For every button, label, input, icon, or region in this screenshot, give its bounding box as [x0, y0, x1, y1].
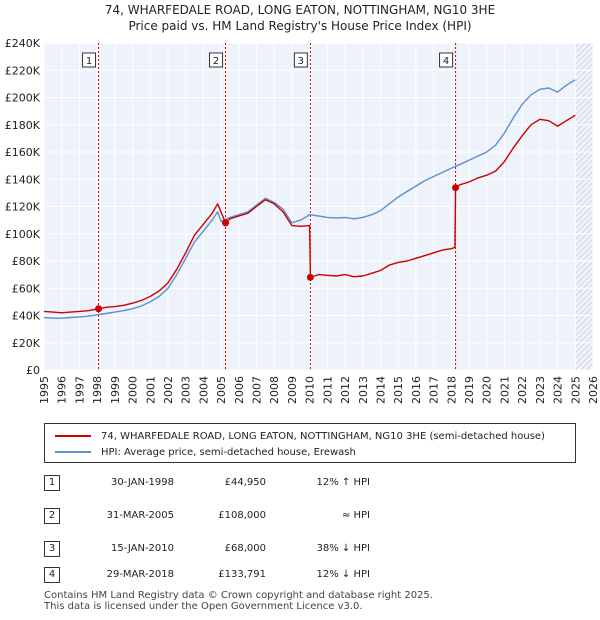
transaction-point	[306, 273, 314, 281]
x-tick-label: 2021	[498, 376, 511, 404]
transaction-point	[222, 219, 230, 227]
x-tick-label: 2004	[197, 376, 210, 404]
y-tick-label: £0	[26, 364, 40, 377]
x-tick-label: 2018	[445, 376, 458, 404]
legend-item-property: 74, WHARFEDALE ROAD, LONG EATON, NOTTING…	[55, 428, 545, 444]
y-tick-label: £220K	[5, 64, 41, 77]
x-tick-label: 2015	[392, 376, 405, 404]
x-tick-label: 2009	[286, 376, 299, 404]
footer-licence: This data is licensed under the Open Gov…	[44, 601, 363, 612]
price-chart: £0 £20K £40K £60K £80K £100K £120K £140K £160K £1…	[5, 37, 600, 404]
transaction-label-box	[82, 52, 97, 68]
transaction-label: 4	[443, 56, 449, 67]
x-tick-label: 2006	[233, 376, 246, 404]
chart-title-line2: Price paid vs. HM Land Registry's House …	[128, 19, 472, 33]
x-tick-label: 1997	[73, 376, 86, 404]
x-tick-label: 2017	[428, 376, 441, 404]
footer: Contains HM Land Registry data © Crown c…	[44, 590, 433, 612]
y-tick-label: £180K	[5, 119, 41, 132]
x-tick-label: 2012	[339, 376, 352, 404]
x-tick-label: 2014	[374, 376, 387, 404]
x-tick-label: 2020	[481, 376, 494, 404]
x-tick-label: 2023	[534, 376, 547, 404]
x-tick-label: 2008	[268, 376, 281, 404]
transaction-row: 1 30-JAN-1998 £44,950 12% ↑ HPI	[44, 475, 584, 493]
y-tick-label: £60K	[12, 282, 41, 295]
transaction-date: 15-JAN-2010	[110, 543, 174, 554]
transaction-label: 1	[86, 56, 92, 67]
x-tick-label: 2019	[463, 376, 476, 404]
transaction-label-box	[439, 52, 454, 68]
transaction-point	[452, 184, 460, 192]
x-tick-label: 2025	[569, 376, 582, 404]
transaction-date: 31-MAR-2005	[106, 510, 174, 521]
transaction-label: 3	[298, 56, 304, 67]
legend-line-hpi	[55, 451, 91, 453]
x-tick-label: 2024	[552, 376, 565, 404]
footer-copyright: Contains HM Land Registry data © Crown c…	[44, 590, 433, 601]
x-tick-label: 2013	[357, 376, 370, 404]
transaction-number: 4	[44, 567, 60, 583]
transaction-point	[95, 305, 103, 313]
transaction-label: 2	[213, 56, 219, 67]
transaction-price: £108,000	[218, 510, 266, 521]
y-tick-label: £140K	[5, 173, 41, 186]
transaction-date: 29-MAR-2018	[106, 569, 174, 580]
transaction-number: 3	[44, 541, 60, 557]
x-tick-label: 2001	[144, 376, 157, 404]
x-tick-label: 1996	[56, 376, 69, 404]
transaction-price: £44,950	[224, 477, 266, 488]
legend: 74, WHARFEDALE ROAD, LONG EATON, NOTTING…	[44, 423, 576, 463]
y-tick-label: £40K	[12, 310, 41, 323]
x-tick-label: 2026	[587, 376, 600, 404]
y-tick-label: £100K	[5, 228, 41, 241]
transaction-row: 4 29-MAR-2018 £133,791 12% ↓ HPI	[44, 567, 584, 585]
transaction-price: £133,791	[218, 569, 266, 580]
transaction-number: 1	[44, 475, 60, 491]
transaction-hpi: ≈ HPI	[341, 510, 370, 521]
legend-item-hpi: HPI: Average price, semi-detached house,…	[55, 444, 356, 460]
legend-line-property	[55, 435, 91, 437]
x-tick-label: 2011	[321, 376, 334, 404]
x-tick-label: 2002	[162, 376, 175, 404]
y-tick-label: £200K	[5, 92, 41, 105]
y-tick-label: £240K	[5, 37, 41, 50]
x-tick-label: 2007	[251, 376, 264, 404]
transaction-hpi: 38% ↓ HPI	[316, 543, 370, 554]
x-tick-label: 1995	[38, 376, 51, 404]
x-tick-label: 2022	[516, 376, 529, 404]
x-tick-label: 2005	[215, 376, 228, 404]
transaction-price: £68,000	[224, 543, 266, 554]
transaction-label-box	[293, 52, 308, 68]
x-tick-label: 1999	[109, 376, 122, 404]
transaction-number: 2	[44, 508, 60, 524]
transaction-row: 2 31-MAR-2005 £108,000 ≈ HPI	[44, 508, 584, 526]
transaction-date: 30-JAN-1998	[110, 477, 174, 488]
x-tick-label: 2000	[127, 376, 140, 404]
legend-label-hpi: HPI: Average price, semi-detached house,…	[101, 446, 356, 458]
y-tick-label: £20K	[12, 337, 41, 350]
x-tick-label: 2010	[304, 376, 317, 404]
transaction-hpi: 12% ↓ HPI	[316, 569, 370, 580]
chart-title-line1: 74, WHARFEDALE ROAD, LONG EATON, NOTTING…	[104, 3, 496, 17]
transaction-hpi: 12% ↑ HPI	[316, 477, 370, 488]
x-tick-label: 2016	[410, 376, 423, 404]
x-tick-label: 2003	[180, 376, 193, 404]
y-tick-label: £120K	[5, 201, 41, 214]
hpi-series-line	[43, 79, 576, 319]
transaction-row: 3 15-JAN-2010 £68,000 38% ↓ HPI	[44, 541, 584, 559]
y-tick-label: £160K	[5, 146, 41, 159]
y-tick-label: £80K	[12, 255, 41, 268]
transaction-label-box	[209, 52, 224, 68]
legend-label-property: 74, WHARFEDALE ROAD, LONG EATON, NOTTING…	[101, 430, 545, 442]
x-tick-label: 1998	[91, 376, 104, 404]
